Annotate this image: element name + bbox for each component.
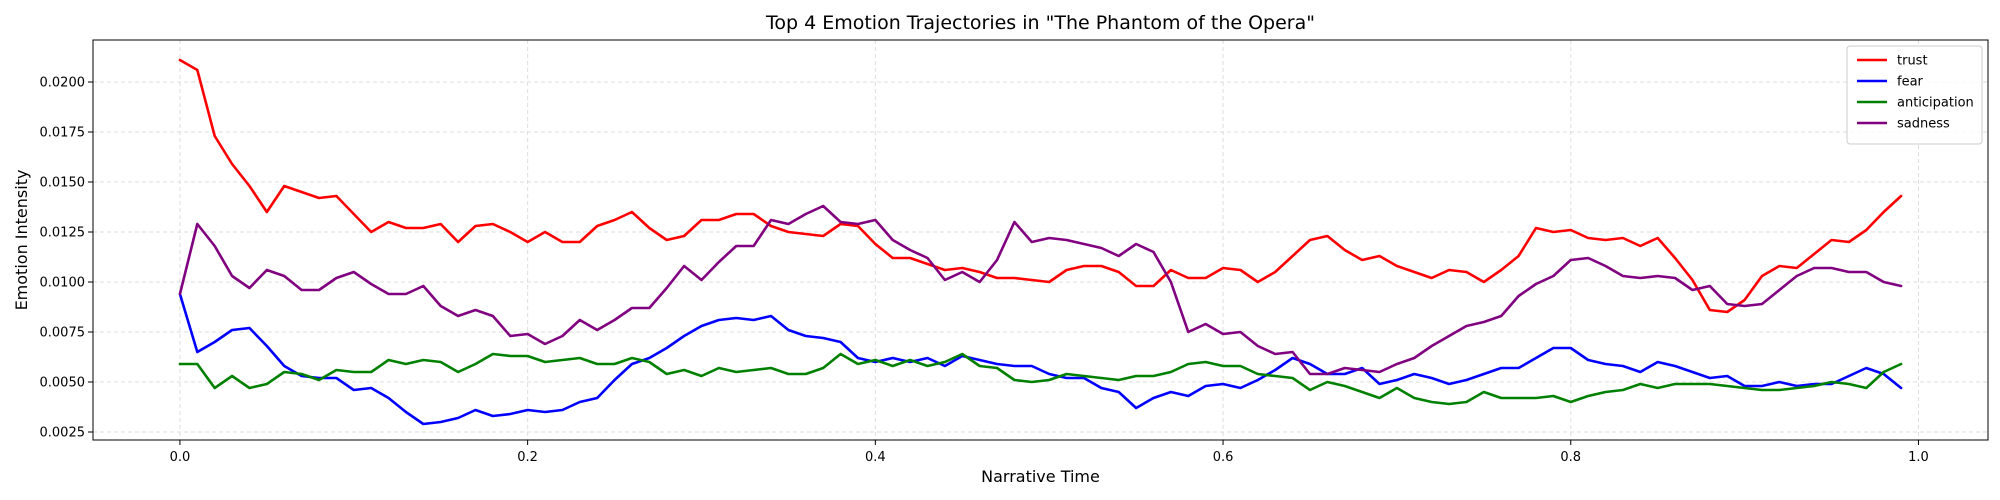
legend-label-anticipation: anticipation [1897, 96, 1974, 111]
y-axis-label: Emotion Intensity [12, 170, 31, 311]
series-line-trust [178, 58, 1903, 314]
y-tick-label: 0.0200 [40, 76, 86, 91]
x-tick-label: 0.4 [865, 450, 886, 465]
y-tick-label: 0.0025 [40, 426, 86, 441]
chart-title: Top 4 Emotion Trajectories in "The Phant… [765, 12, 1315, 34]
legend: trust fear anticipation sadness [1846, 45, 1983, 145]
y-axis-ticks: 0.0025 0.0050 0.0075 0.0100 0.0125 0.0150 0.01… [40, 76, 93, 441]
series-line-fear [178, 292, 1903, 426]
x-axis-label: Narrative Time [981, 467, 1100, 486]
series-lines [178, 58, 1903, 426]
x-tick-label: 0.6 [1213, 450, 1234, 465]
y-tick-label: 0.0125 [40, 226, 86, 241]
x-tick-label: 1.0 [1908, 450, 1929, 465]
y-tick-label: 0.0175 [40, 126, 86, 141]
legend-box [1846, 45, 1983, 145]
x-tick-label: 0.0 [170, 450, 191, 465]
plot-frame [92, 39, 1989, 441]
legend-label-fear: fear [1897, 75, 1924, 90]
x-axis-ticks: 0.0 0.2 0.4 0.6 0.8 1.0 [170, 440, 1929, 465]
y-tick-label: 0.0050 [40, 376, 86, 391]
y-tick-label: 0.0100 [40, 276, 86, 291]
legend-label-trust: trust [1897, 54, 1928, 69]
legend-label-sadness: sadness [1897, 117, 1950, 132]
x-tick-label: 0.2 [517, 450, 538, 465]
series-line-sadness [178, 204, 1903, 376]
y-tick-label: 0.0150 [40, 176, 86, 191]
x-tick-label: 0.8 [1560, 450, 1581, 465]
series-line-anticipation [178, 352, 1903, 406]
y-tick-label: 0.0075 [40, 326, 86, 341]
